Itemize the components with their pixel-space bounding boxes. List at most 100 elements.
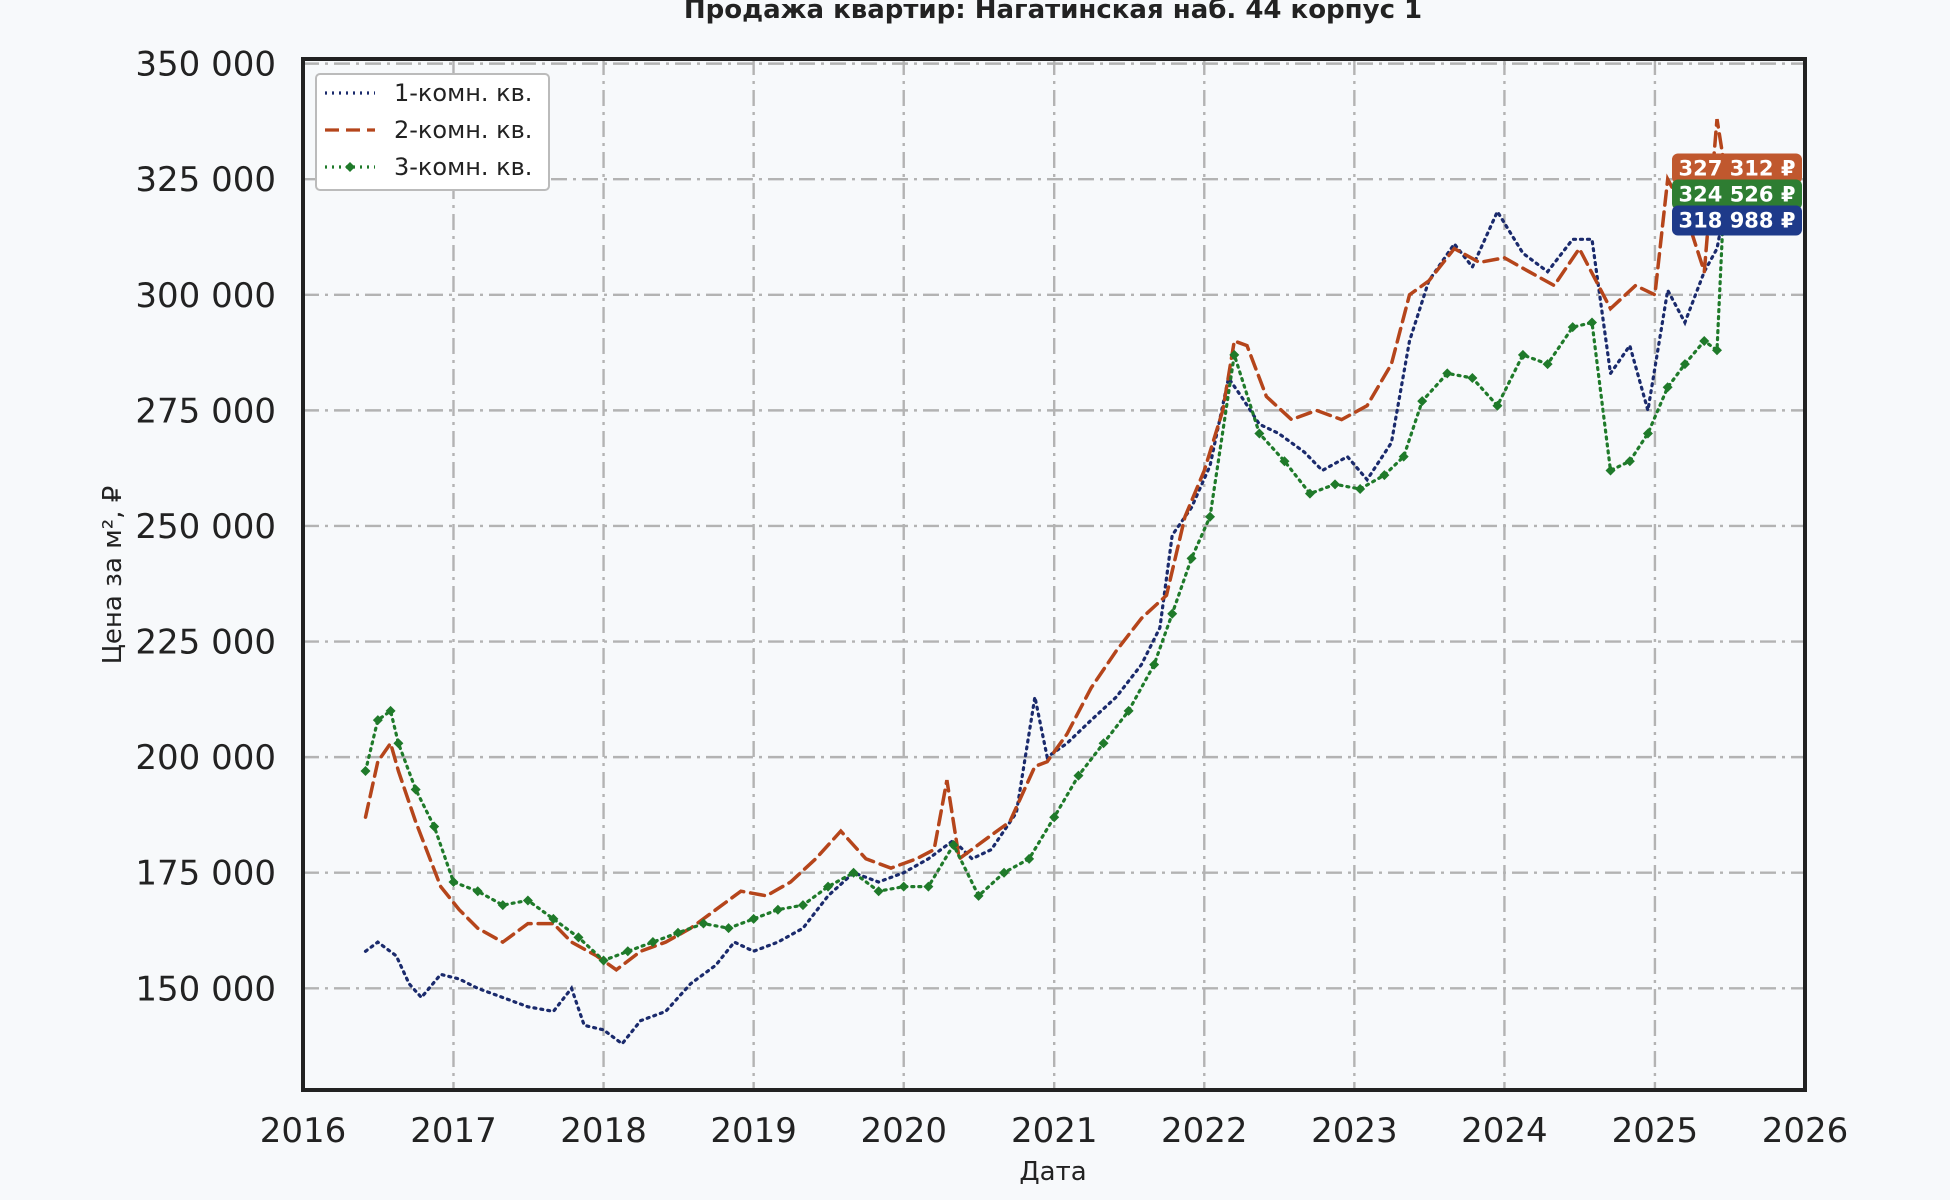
x-axis-label: Дата (1019, 1157, 1086, 1187)
data-point (1205, 511, 1216, 522)
data-point (748, 913, 759, 924)
legend-box (315, 73, 550, 191)
data-point (598, 955, 609, 966)
data-point (647, 937, 658, 948)
data-point (372, 715, 383, 726)
data-point (1167, 608, 1178, 619)
x-tick-label: 2022 (1161, 1111, 1248, 1151)
data-point (385, 705, 396, 716)
x-tick-label: 2020 (860, 1111, 947, 1151)
data-point (1605, 465, 1616, 476)
y-tick-label: 300 000 (135, 276, 276, 316)
x-tick-label: 2017 (410, 1111, 497, 1151)
data-point (1417, 396, 1428, 407)
y-tick-label: 150 000 (135, 969, 276, 1009)
legend-marker (345, 162, 355, 172)
data-point (1624, 456, 1635, 467)
data-point (1662, 382, 1673, 393)
x-tick-label: 2018 (560, 1111, 647, 1151)
y-tick-label: 275 000 (135, 391, 276, 431)
series-lines (360, 118, 1730, 1047)
chart-title: Продажа квартир: Нагатинская наб. 44 кор… (684, 0, 1422, 25)
data-point (1398, 451, 1409, 462)
data-point (923, 881, 934, 892)
data-point (873, 886, 884, 897)
data-point (1024, 853, 1035, 864)
x-tick-label: 2021 (1011, 1111, 1098, 1151)
x-axis-ticks: 2016 2017 2018 2019 2020 2021 2022 2023 2024 2025… (260, 1111, 1849, 1151)
data-point (1587, 317, 1598, 328)
data-point (898, 881, 909, 892)
data-point (497, 900, 508, 911)
y-axis-label: Цена за м², ₽ (98, 486, 128, 665)
data-point (1379, 470, 1390, 481)
data-point (622, 946, 633, 957)
x-tick-label: 2026 (1762, 1111, 1849, 1151)
data-point (1229, 349, 1240, 360)
series-line (363, 118, 1727, 972)
end-value-badge: 327 312 ₽ (1672, 153, 1802, 184)
data-point (573, 932, 584, 943)
data-point (429, 821, 440, 832)
data-point (1304, 488, 1315, 499)
badge-background (1672, 205, 1802, 236)
data-point (948, 839, 959, 850)
legend-label: 1-комн. кв. (394, 79, 532, 107)
data-point (448, 876, 459, 887)
data-point (393, 738, 404, 749)
data-point (1517, 349, 1528, 360)
end-value-badge: 324 526 ₽ (1672, 179, 1802, 210)
data-point (1123, 705, 1134, 716)
data-point (1279, 456, 1290, 467)
data-point (1567, 322, 1578, 333)
data-point (548, 913, 559, 924)
y-tick-label: 325 000 (135, 160, 276, 200)
series-3 (360, 176, 1730, 966)
data-point (1642, 428, 1653, 439)
plot-frame (301, 57, 1807, 1092)
badge-background (1672, 179, 1802, 210)
data-point (1186, 553, 1197, 564)
y-axis-ticks: 150 000 175 000 200 000 225 000 250 000 275 0… (135, 45, 276, 1010)
legend-label: 3-комн. кв. (394, 153, 532, 181)
x-tick-label: 2019 (710, 1111, 797, 1151)
data-point (1149, 659, 1160, 670)
data-point (1073, 770, 1084, 781)
legend: 1-комн. кв. 2-комн. кв. 3-комн. кв. (315, 73, 550, 191)
data-point (472, 886, 483, 897)
data-point (1712, 345, 1723, 356)
y-tick-label: 175 000 (135, 854, 276, 894)
data-point (1467, 373, 1478, 384)
data-point (973, 890, 984, 901)
series-line (363, 179, 1727, 963)
legend-label: 2-комн. кв. (394, 116, 532, 144)
y-tick-label: 200 000 (135, 738, 276, 778)
data-point (848, 867, 859, 878)
data-point (1542, 359, 1553, 370)
series-2 (363, 118, 1727, 972)
data-point (1699, 336, 1710, 347)
data-point (1679, 359, 1690, 370)
end-value-badge: 318 988 ₽ (1672, 205, 1802, 236)
data-point (1355, 483, 1366, 494)
data-point (1442, 368, 1453, 379)
data-point (1049, 812, 1060, 823)
data-point (360, 765, 371, 776)
y-tick-label: 250 000 (135, 507, 276, 547)
y-tick-label: 225 000 (135, 623, 276, 663)
x-tick-label: 2023 (1311, 1111, 1398, 1151)
grid-lines (303, 59, 1805, 1090)
data-point (1098, 738, 1109, 749)
data-point (1492, 400, 1503, 411)
end-value-badges: 327 312 ₽324 526 ₽318 988 ₽ (1672, 153, 1802, 236)
data-point (410, 784, 421, 795)
badge-value: 324 526 ₽ (1679, 183, 1796, 207)
series-line (363, 205, 1727, 1047)
data-point (698, 918, 709, 929)
data-point (999, 867, 1010, 878)
badge-background (1672, 153, 1802, 184)
data-point (1330, 479, 1341, 490)
data-point (522, 895, 533, 906)
